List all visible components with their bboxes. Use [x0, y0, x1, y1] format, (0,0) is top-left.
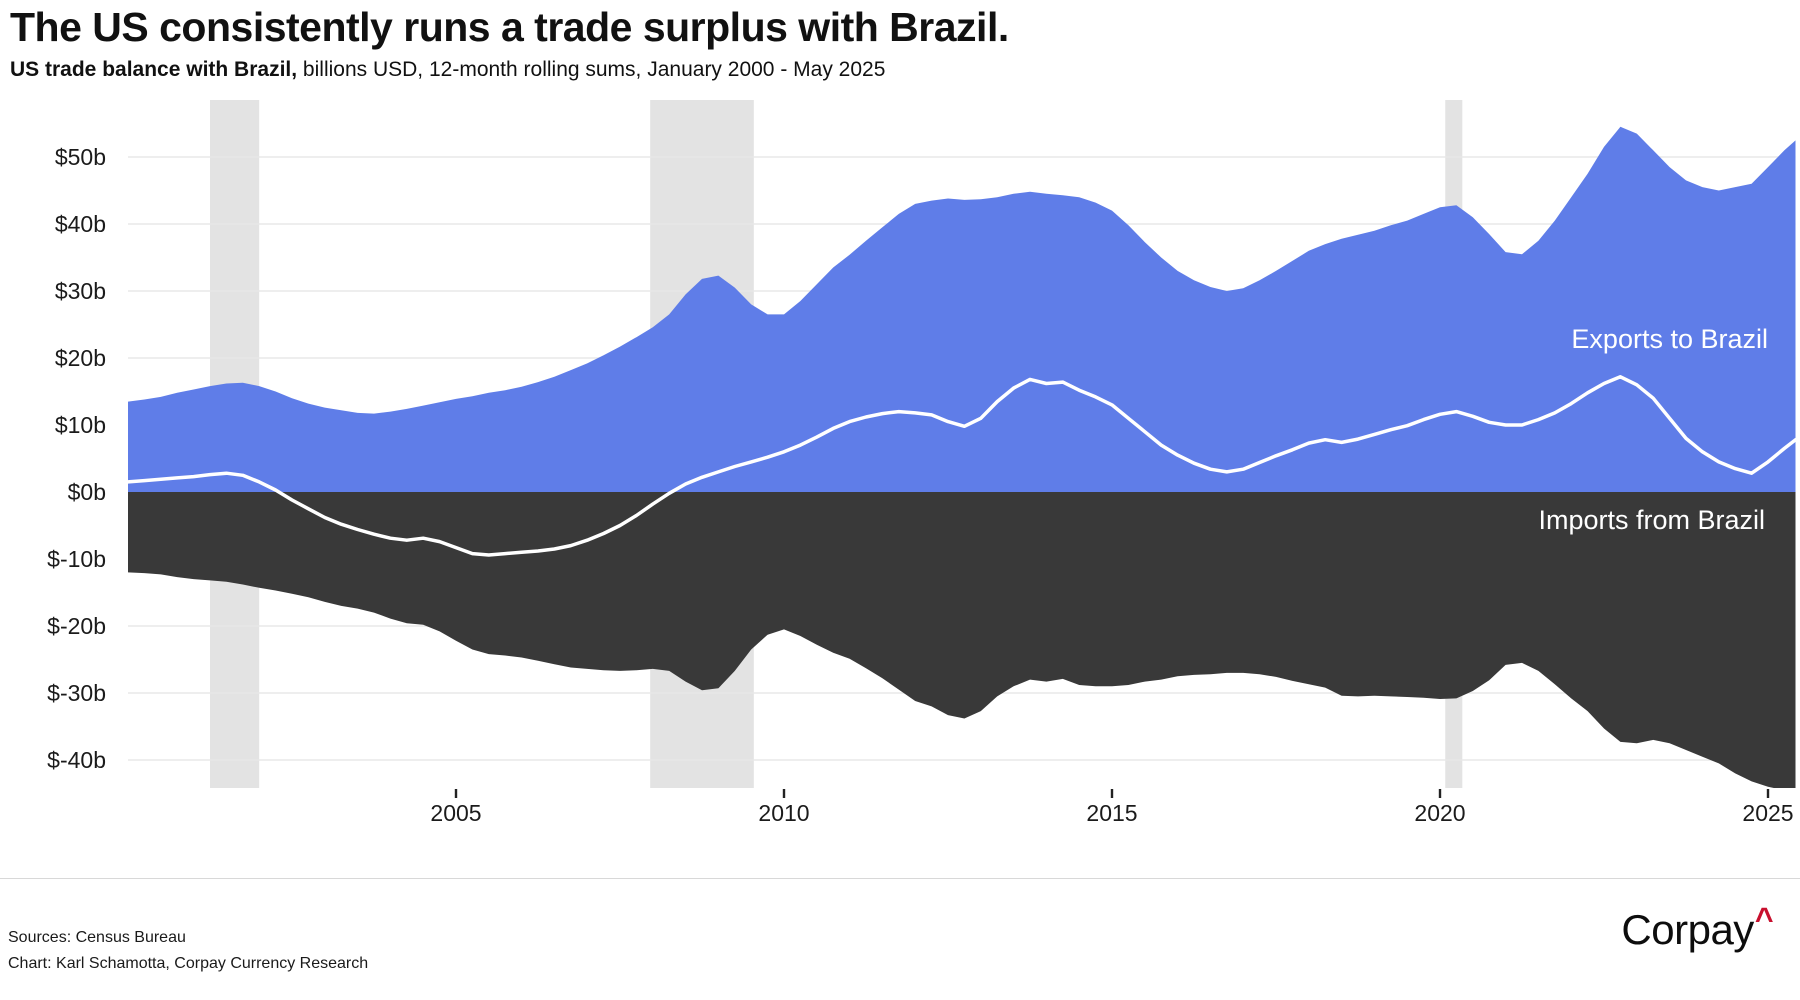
y-tick-label: $30b [54, 278, 106, 304]
trade-balance-line [128, 375, 1796, 557]
y-tick-label: $-40b [47, 747, 106, 773]
chart-subtitle: US trade balance with Brazil, billions U… [10, 58, 885, 82]
x-tick-label: 2010 [758, 800, 810, 826]
y-tick-label: $-20b [47, 613, 106, 639]
logo-caret-icon: ^ [1754, 901, 1774, 937]
imports-area [128, 492, 1796, 788]
source-credits: Sources: Census Bureau Chart: Karl Scham… [8, 925, 368, 977]
credit-line: Chart: Karl Schamotta, Corpay Currency R… [8, 955, 369, 972]
y-tick-label: $50b [54, 144, 106, 170]
logo-wordmark: Corpay [1621, 906, 1754, 953]
corpay-logo: Corpay^ [1621, 901, 1773, 954]
x-tick-label: 2015 [1086, 800, 1138, 826]
footer-divider [0, 878, 1800, 879]
x-tick-label: 2025 [1742, 800, 1794, 826]
exports-series-label: Exports to Brazil [1571, 324, 1768, 354]
imports-series-label: Imports from Brazil [1538, 505, 1765, 535]
chart-title: The US consistently runs a trade surplus… [10, 4, 1009, 50]
x-tick-label: 2020 [1414, 800, 1466, 826]
subtitle-bold-segment: US trade balance with Brazil, [10, 58, 298, 81]
y-tick-label: $-30b [47, 680, 106, 706]
y-tick-label: $0b [67, 479, 106, 505]
y-tick-label: $40b [54, 211, 106, 237]
y-tick-label: $-10b [47, 546, 106, 572]
y-tick-label: $20b [54, 345, 106, 371]
sources-line: Sources: Census Bureau [8, 929, 186, 946]
subtitle-rest-segment: billions USD, 12-month rolling sums, Jan… [297, 58, 886, 81]
y-tick-label: $10b [54, 412, 106, 438]
exports-area [128, 126, 1796, 492]
x-tick-label: 2005 [430, 800, 482, 826]
